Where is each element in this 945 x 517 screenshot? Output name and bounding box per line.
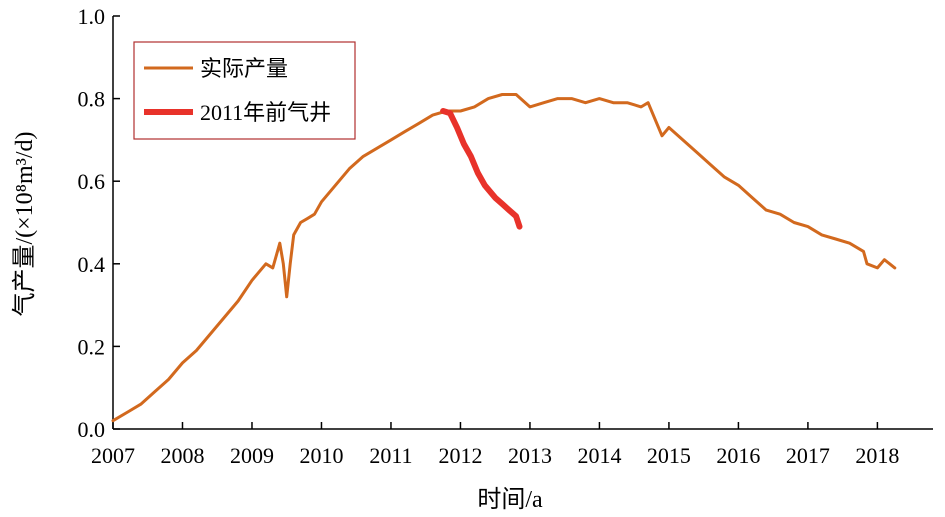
- y-tick-label: 0.8: [78, 87, 106, 112]
- legend-label-pre2011: 2011年前气井: [200, 100, 331, 125]
- series-layer: [111, 93, 897, 423]
- legend-label-actual: 实际产量: [200, 56, 288, 81]
- x-tick-label: 2010: [299, 443, 343, 468]
- x-tick-label: 2016: [716, 443, 760, 468]
- legend-box: [133, 41, 356, 140]
- x-tick-label: 2018: [855, 443, 899, 468]
- y-tick-label: 0.6: [78, 169, 106, 194]
- x-axis-title: 时间/a: [477, 486, 543, 513]
- legend: 实际产量 2011年前气井: [133, 41, 356, 140]
- x-tick-label: 2014: [577, 443, 621, 468]
- y-tick-label: 1.0: [78, 4, 106, 29]
- x-tick-label: 2008: [160, 443, 204, 468]
- y-tick-label: 0.0: [78, 417, 106, 442]
- y-ticks: 0.0 0.2 0.4 0.6 0.8 1.0: [78, 4, 120, 442]
- y-axis-title: 气产量/(×10⁸m³/d): [11, 131, 38, 316]
- x-tick-label: 2015: [647, 443, 691, 468]
- series-line-pre2011: [440, 108, 523, 230]
- x-tick-label: 2012: [438, 443, 482, 468]
- series-line-actual: [111, 93, 897, 423]
- x-tick-label: 2013: [508, 443, 552, 468]
- x-ticks: 2007 2008 2009 2010 2011 2012 2013 2014 2015 2016…: [91, 422, 899, 468]
- x-tick-label: 2007: [91, 443, 135, 468]
- y-tick-label: 0.4: [78, 252, 106, 277]
- x-tick-label: 2011: [369, 443, 412, 468]
- y-tick-label: 0.2: [78, 334, 106, 359]
- x-tick-label: 2009: [230, 443, 274, 468]
- x-tick-label: 2017: [786, 443, 830, 468]
